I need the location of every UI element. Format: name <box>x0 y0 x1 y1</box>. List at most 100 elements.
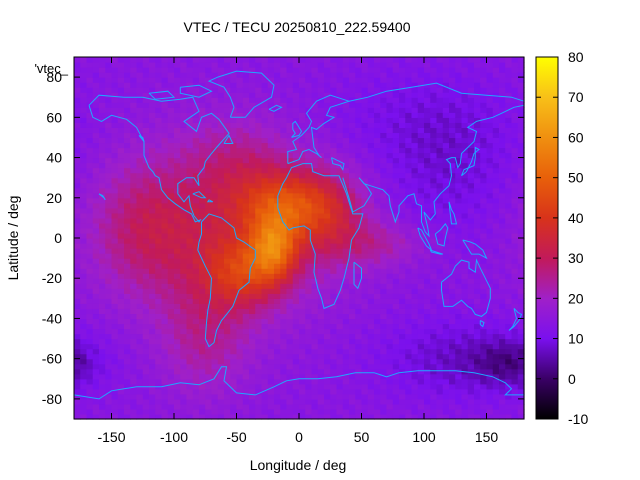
heatmap-cell <box>180 308 188 315</box>
heatmap-cell <box>74 413 81 420</box>
heatmap-cell <box>330 403 338 410</box>
heatmap-cell <box>124 343 131 350</box>
heatmap-cell <box>486 283 494 289</box>
heatmap-cell <box>292 258 300 264</box>
heatmap-cell <box>330 87 338 93</box>
heatmap-cell <box>174 298 181 304</box>
heatmap-cell <box>186 212 194 219</box>
heatmap-cell <box>186 207 194 214</box>
heatmap-cell <box>80 408 88 415</box>
heatmap-cell <box>355 383 363 390</box>
heatmap-cell <box>455 348 463 355</box>
heatmap-cell <box>342 373 350 380</box>
heatmap-cell <box>242 182 250 189</box>
heatmap-cell <box>336 378 344 385</box>
heatmap-cell <box>461 142 469 149</box>
heatmap-cell <box>236 117 244 123</box>
heatmap-cell <box>467 197 475 204</box>
heatmap-cell <box>192 107 200 113</box>
heatmap-cell <box>111 283 119 289</box>
heatmap-cell <box>255 278 263 284</box>
heatmap-cell <box>417 112 425 118</box>
heatmap-cell <box>224 313 231 320</box>
heatmap-cell <box>386 413 394 420</box>
heatmap-cell <box>342 278 350 284</box>
heatmap-cell <box>436 222 444 229</box>
heatmap-cell <box>405 112 413 118</box>
heatmap-cell <box>480 388 488 395</box>
heatmap-cell <box>292 167 300 174</box>
heatmap-cell <box>242 227 250 234</box>
heatmap-cell <box>436 268 444 274</box>
heatmap-cell <box>474 107 481 113</box>
heatmap-cell <box>142 388 150 395</box>
heatmap-cell <box>92 217 100 224</box>
heatmap-cell <box>80 117 88 123</box>
heatmap-cell <box>217 227 225 234</box>
heatmap-cell <box>374 67 381 73</box>
heatmap-cell <box>355 152 363 159</box>
heatmap-cell <box>130 393 138 400</box>
heatmap-cell <box>292 393 300 400</box>
heatmap-cell <box>99 248 106 254</box>
heatmap-cell <box>286 328 294 335</box>
heatmap-cell <box>261 117 269 123</box>
heatmap-cell <box>311 137 319 144</box>
heatmap-cell <box>224 363 231 370</box>
heatmap-cell <box>317 288 325 294</box>
heatmap-cell <box>136 232 144 239</box>
heatmap-cell <box>455 248 463 254</box>
heatmap-cell <box>286 142 294 149</box>
heatmap-cell <box>336 318 344 325</box>
heatmap-cell <box>292 328 300 335</box>
heatmap-cell <box>224 227 231 234</box>
heatmap-cell <box>155 293 163 299</box>
heatmap-cell <box>117 227 125 234</box>
heatmap-cell <box>305 388 313 395</box>
heatmap-cell <box>105 338 113 345</box>
heatmap-cell <box>386 212 394 219</box>
heatmap-cell <box>249 217 256 224</box>
heatmap-cell <box>186 378 194 385</box>
heatmap-cell <box>255 77 263 83</box>
heatmap-cell <box>386 318 394 325</box>
heatmap-cell <box>317 253 325 259</box>
heatmap-cell <box>442 288 450 294</box>
heatmap-cell <box>417 393 425 400</box>
heatmap-cell <box>192 97 200 103</box>
heatmap-cell <box>411 333 419 340</box>
heatmap-cell <box>167 283 175 289</box>
heatmap-cell <box>74 97 81 103</box>
heatmap-cell <box>299 107 306 113</box>
heatmap-cell <box>367 157 375 164</box>
heatmap-cell <box>324 122 331 128</box>
heatmap-cell <box>92 122 100 128</box>
heatmap-cell <box>474 132 481 139</box>
heatmap-cell <box>130 217 138 224</box>
heatmap-cell <box>286 132 294 139</box>
heatmap-cell <box>267 232 275 239</box>
heatmap-cell <box>124 333 131 340</box>
heatmap-cell <box>99 187 106 194</box>
heatmap-cell <box>474 127 481 134</box>
heatmap-cell <box>367 268 375 274</box>
heatmap-cell <box>199 318 206 325</box>
heatmap-cell <box>361 273 369 279</box>
heatmap-cell <box>374 87 381 93</box>
heatmap-cell <box>117 197 125 204</box>
heatmap-cell <box>236 323 244 330</box>
heatmap-cell <box>205 263 213 269</box>
heatmap-cell <box>180 182 188 189</box>
heatmap-cell <box>299 248 306 254</box>
heatmap-cell <box>180 102 188 108</box>
heatmap-cell <box>461 77 469 83</box>
heatmap-cell <box>392 57 400 63</box>
heatmap-cell <box>124 368 131 375</box>
heatmap-cell <box>130 268 138 274</box>
heatmap-cell <box>417 142 425 149</box>
heatmap-cell <box>455 207 463 214</box>
heatmap-cell <box>349 117 356 123</box>
heatmap-cell <box>280 273 288 279</box>
heatmap-cell <box>486 403 494 410</box>
heatmap-cell <box>74 388 81 395</box>
